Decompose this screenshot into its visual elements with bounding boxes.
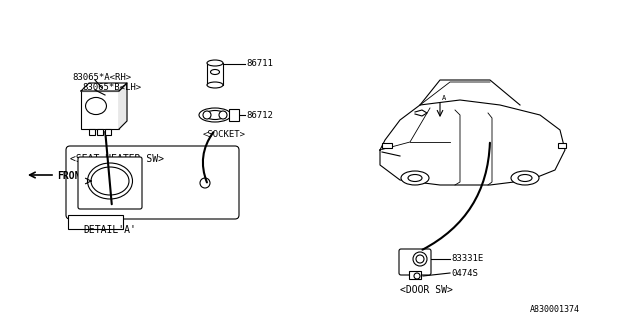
Text: 0474S: 0474S — [451, 269, 478, 278]
Bar — [105, 129, 111, 135]
FancyBboxPatch shape — [66, 146, 239, 219]
FancyBboxPatch shape — [399, 249, 431, 275]
Text: 86711: 86711 — [246, 59, 273, 68]
Polygon shape — [119, 83, 127, 129]
Ellipse shape — [401, 171, 429, 185]
Ellipse shape — [211, 69, 220, 75]
Bar — [409, 271, 421, 279]
Ellipse shape — [511, 171, 539, 185]
Circle shape — [200, 178, 210, 188]
Text: DETAIL'A': DETAIL'A' — [84, 225, 136, 235]
Ellipse shape — [207, 60, 223, 66]
Bar — [382, 143, 392, 148]
Circle shape — [219, 111, 227, 119]
Circle shape — [416, 255, 424, 263]
Circle shape — [414, 273, 420, 279]
Bar — [207, 63, 223, 85]
Ellipse shape — [408, 174, 422, 181]
Ellipse shape — [205, 110, 225, 119]
Ellipse shape — [86, 98, 106, 115]
Text: <SOCKET>: <SOCKET> — [203, 130, 246, 139]
Bar — [97, 129, 103, 135]
Text: 83065*A<RH>: 83065*A<RH> — [72, 73, 131, 82]
Ellipse shape — [518, 174, 532, 181]
Circle shape — [413, 252, 427, 266]
Text: A: A — [442, 95, 446, 101]
Text: 83065*B<LH>: 83065*B<LH> — [82, 83, 141, 92]
Text: 86712: 86712 — [246, 111, 273, 120]
Bar — [558, 143, 566, 148]
Polygon shape — [81, 83, 127, 91]
Text: A830001374: A830001374 — [530, 305, 580, 314]
Text: <SEAT HEATER SW>: <SEAT HEATER SW> — [70, 154, 164, 164]
Ellipse shape — [199, 108, 231, 122]
FancyBboxPatch shape — [81, 91, 119, 129]
Ellipse shape — [207, 82, 223, 88]
FancyBboxPatch shape — [78, 157, 142, 209]
Bar — [229, 109, 239, 121]
Text: FRONT: FRONT — [57, 171, 86, 181]
Circle shape — [203, 111, 211, 119]
Text: 83331E: 83331E — [451, 254, 483, 263]
Bar — [89, 129, 95, 135]
Bar — [68, 215, 123, 229]
Text: <DOOR SW>: <DOOR SW> — [400, 285, 453, 295]
